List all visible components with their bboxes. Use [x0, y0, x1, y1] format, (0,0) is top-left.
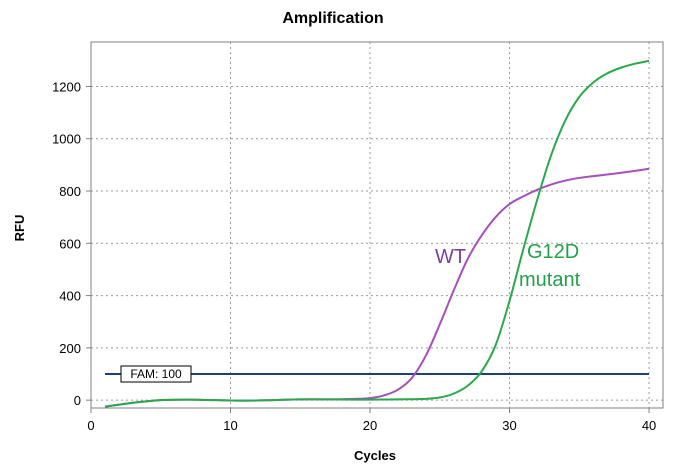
- series-label-wt: WT: [435, 246, 466, 268]
- series-label-g12d-line2: mutant: [519, 269, 581, 291]
- threshold: FAM: 100: [104, 365, 650, 383]
- series-line-1: [104, 59, 650, 408]
- x-tick-label: 40: [642, 418, 656, 433]
- y-tick-label: 400: [59, 289, 81, 304]
- chart-title: Amplification: [282, 10, 383, 27]
- y-tick-label: 200: [59, 341, 81, 356]
- y-tick-label: 1000: [52, 132, 81, 147]
- y-tick-label: 800: [59, 184, 81, 199]
- threshold-tag-box: [120, 365, 192, 383]
- x-axis-label: Cycles: [354, 448, 396, 463]
- threshold-tag-label: FAM: 100: [130, 367, 182, 381]
- plot-area-frame: [90, 41, 664, 409]
- x-tick-label: 30: [502, 418, 516, 433]
- x-tick-label: 20: [363, 418, 377, 433]
- grid: [91, 42, 663, 408]
- y-axis-label: RFU: [12, 215, 27, 242]
- series-label-g12d-line1: G12D: [527, 241, 579, 263]
- x-tick-label: 0: [87, 418, 94, 433]
- series-lines: [104, 59, 650, 408]
- y-tick-label: 0: [74, 393, 81, 408]
- y-tick-label: 1200: [52, 79, 81, 94]
- x-tick-label: 10: [223, 418, 237, 433]
- y-tick-label: 600: [59, 236, 81, 251]
